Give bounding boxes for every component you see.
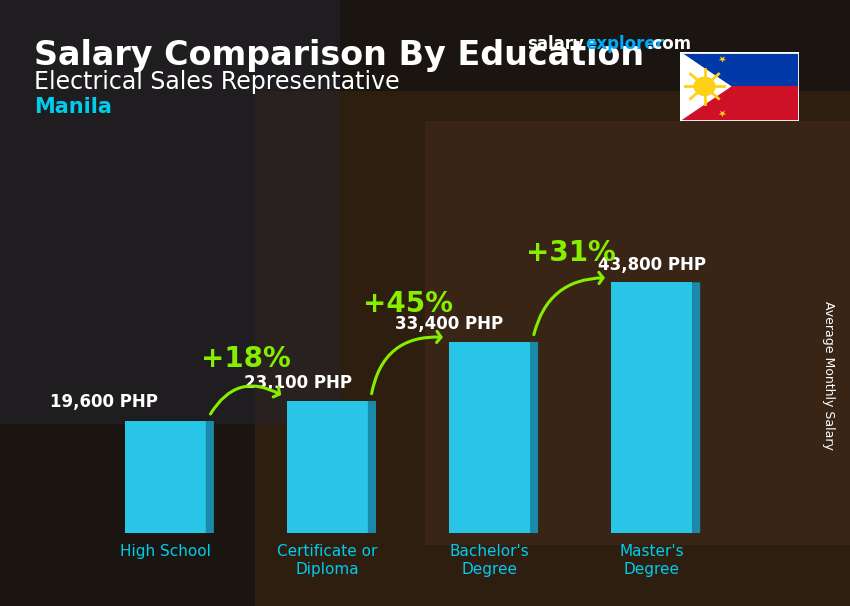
Text: Electrical Sales Representative: Electrical Sales Representative: [34, 70, 400, 94]
Polygon shape: [665, 84, 672, 90]
Text: +18%: +18%: [201, 345, 292, 373]
Bar: [680, 52, 799, 87]
Text: explorer: explorer: [585, 35, 664, 53]
Bar: [0, 0, 340, 424]
Polygon shape: [530, 342, 538, 533]
Text: 23,100 PHP: 23,100 PHP: [244, 375, 352, 392]
Text: 33,400 PHP: 33,400 PHP: [395, 315, 503, 333]
Bar: [255, 91, 850, 606]
Polygon shape: [368, 401, 376, 533]
Text: +31%: +31%: [525, 239, 615, 267]
Bar: [680, 87, 799, 121]
Text: .com: .com: [646, 35, 691, 53]
Bar: [449, 342, 530, 533]
Bar: [611, 282, 692, 533]
Text: 19,600 PHP: 19,600 PHP: [49, 393, 157, 411]
Text: 43,800 PHP: 43,800 PHP: [598, 256, 706, 274]
Text: Manila: Manila: [34, 97, 112, 117]
Bar: [125, 421, 206, 533]
Bar: [425, 121, 850, 545]
Bar: [286, 401, 368, 533]
Text: salary: salary: [527, 35, 584, 53]
Text: Salary Comparison By Education: Salary Comparison By Education: [34, 39, 644, 72]
Polygon shape: [692, 282, 700, 533]
Text: Average Monthly Salary: Average Monthly Salary: [822, 301, 836, 450]
Polygon shape: [680, 52, 732, 121]
Text: +45%: +45%: [364, 290, 453, 318]
Circle shape: [694, 76, 716, 96]
Polygon shape: [206, 421, 214, 533]
Polygon shape: [718, 111, 726, 117]
Polygon shape: [718, 56, 726, 62]
